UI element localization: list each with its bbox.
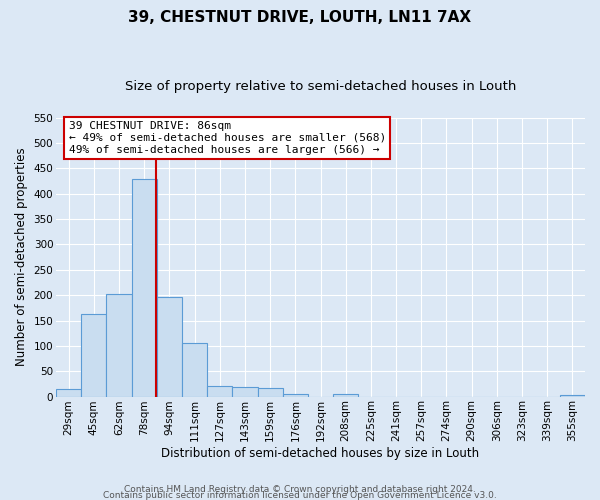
Y-axis label: Number of semi-detached properties: Number of semi-detached properties bbox=[15, 148, 28, 366]
Text: Contains HM Land Registry data © Crown copyright and database right 2024.: Contains HM Land Registry data © Crown c… bbox=[124, 484, 476, 494]
Text: 39, CHESTNUT DRIVE, LOUTH, LN11 7AX: 39, CHESTNUT DRIVE, LOUTH, LN11 7AX bbox=[128, 10, 472, 25]
Bar bbox=[56, 389, 81, 396]
Bar bbox=[257, 388, 283, 396]
Bar bbox=[333, 394, 358, 396]
Bar bbox=[157, 296, 182, 396]
Bar bbox=[232, 387, 257, 396]
Bar bbox=[182, 343, 207, 396]
Bar bbox=[283, 394, 308, 396]
Text: 39 CHESTNUT DRIVE: 86sqm
← 49% of semi-detached houses are smaller (568)
49% of : 39 CHESTNUT DRIVE: 86sqm ← 49% of semi-d… bbox=[68, 122, 386, 154]
Bar bbox=[81, 314, 106, 396]
Bar bbox=[560, 394, 585, 396]
Text: Contains public sector information licensed under the Open Government Licence v3: Contains public sector information licen… bbox=[103, 490, 497, 500]
Bar bbox=[106, 294, 131, 397]
Bar bbox=[207, 386, 232, 396]
X-axis label: Distribution of semi-detached houses by size in Louth: Distribution of semi-detached houses by … bbox=[161, 447, 479, 460]
Bar bbox=[131, 178, 157, 396]
Title: Size of property relative to semi-detached houses in Louth: Size of property relative to semi-detach… bbox=[125, 80, 516, 93]
